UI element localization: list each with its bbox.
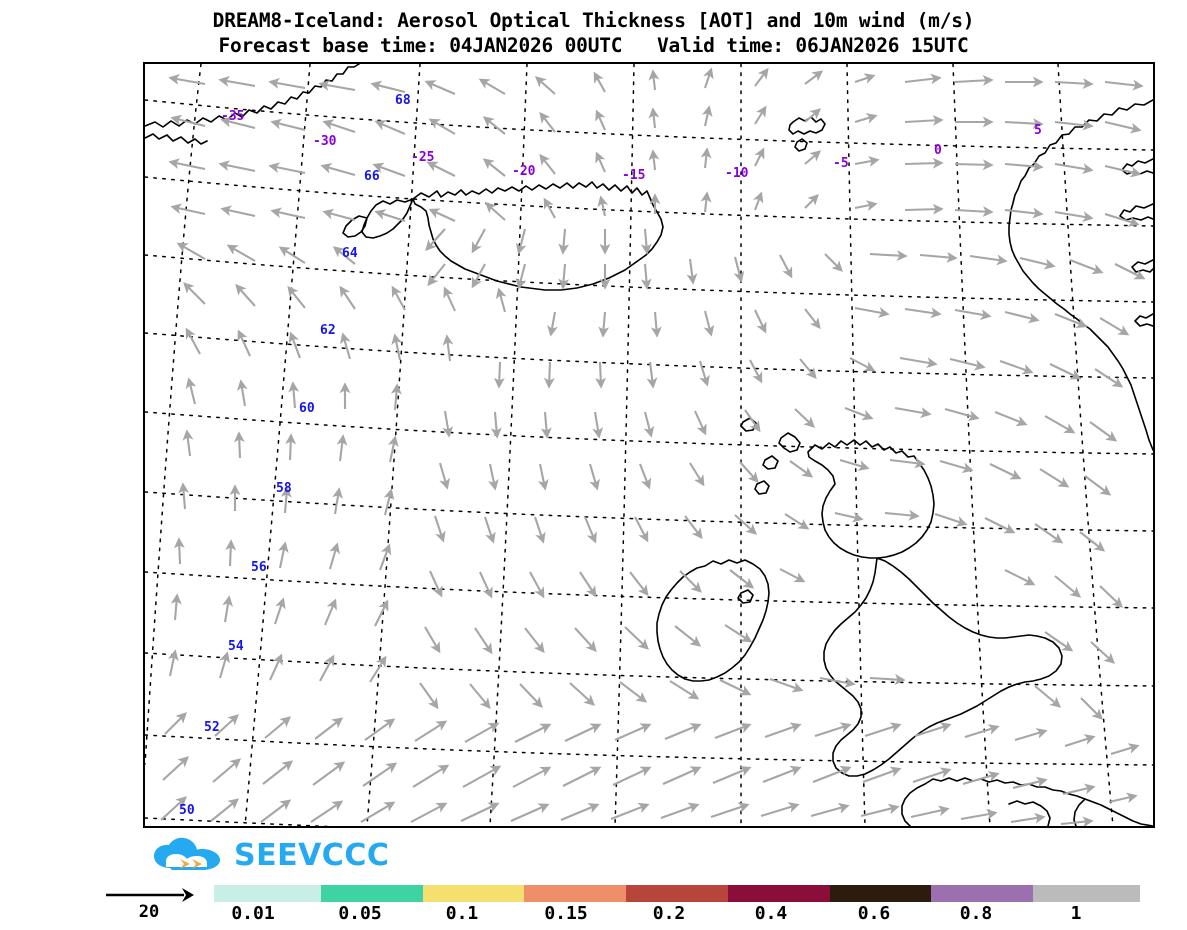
colorbar-tick-4: 0.2 (652, 903, 686, 924)
colorbar-tick-labels: 0.01 0.05 0.1 0.15 0.2 0.4 0.6 0.8 1 (214, 903, 1140, 929)
coastline-ireland (656, 559, 770, 682)
wind-reference-arrow: 20 (104, 886, 214, 924)
title-line-variable: DREAM8-Iceland: Aerosol Optical Thicknes… (212, 9, 975, 32)
colorbar-tick-1: 0.05 (338, 903, 382, 924)
coastline-greenland (145, 64, 360, 145)
colorbar-swatch-8 (1033, 885, 1141, 902)
map-canvas (145, 64, 1153, 826)
colorbar-swatch-0 (214, 885, 321, 902)
colorbar-swatch-5 (727, 885, 830, 902)
colorbar-tick-6: 0.6 (857, 903, 891, 924)
colorbar-swatch-1 (320, 885, 423, 902)
coastline-england (823, 557, 1063, 777)
colorbar-tick-7: 0.8 (959, 903, 993, 924)
cloud-icon (154, 837, 220, 870)
title-line-times: Forecast base time: 04JAN2026 00UTC Vali… (218, 34, 969, 58)
colorbar[interactable] (214, 885, 1141, 902)
colorbar-tick-5: 0.4 (754, 903, 788, 924)
logo-text: SEEVCCC (234, 838, 390, 873)
wind-reference-label: 20 (138, 902, 160, 922)
wind-vector-field (160, 67, 1146, 826)
colorbar-swatch-3 (524, 885, 627, 902)
colorbar-tick-3: 0.15 (544, 903, 588, 924)
colorbar-swatch-4 (626, 885, 728, 902)
colorbar-swatch-6 (829, 885, 932, 902)
colorbar-tick-0: 0.01 (231, 903, 275, 924)
chart-title-block: DREAM8-Iceland: Aerosol Optical Thicknes… (0, 8, 1187, 59)
colorbar-tick-8: 1 (1070, 903, 1082, 924)
colorbar-swatch-7 (931, 885, 1034, 902)
colorbar-swatch-2 (422, 885, 525, 902)
map-panel[interactable]: 68 66 64 62 60 58 56 54 52 50 -35 -30 -2… (143, 62, 1155, 828)
coastline-scotland (740, 417, 935, 559)
graticule (145, 64, 1153, 826)
colorbar-tick-2: 0.1 (445, 903, 479, 924)
seevccc-logo[interactable]: SEEVCCC (150, 836, 389, 876)
reference-arrow-icon (106, 888, 194, 902)
